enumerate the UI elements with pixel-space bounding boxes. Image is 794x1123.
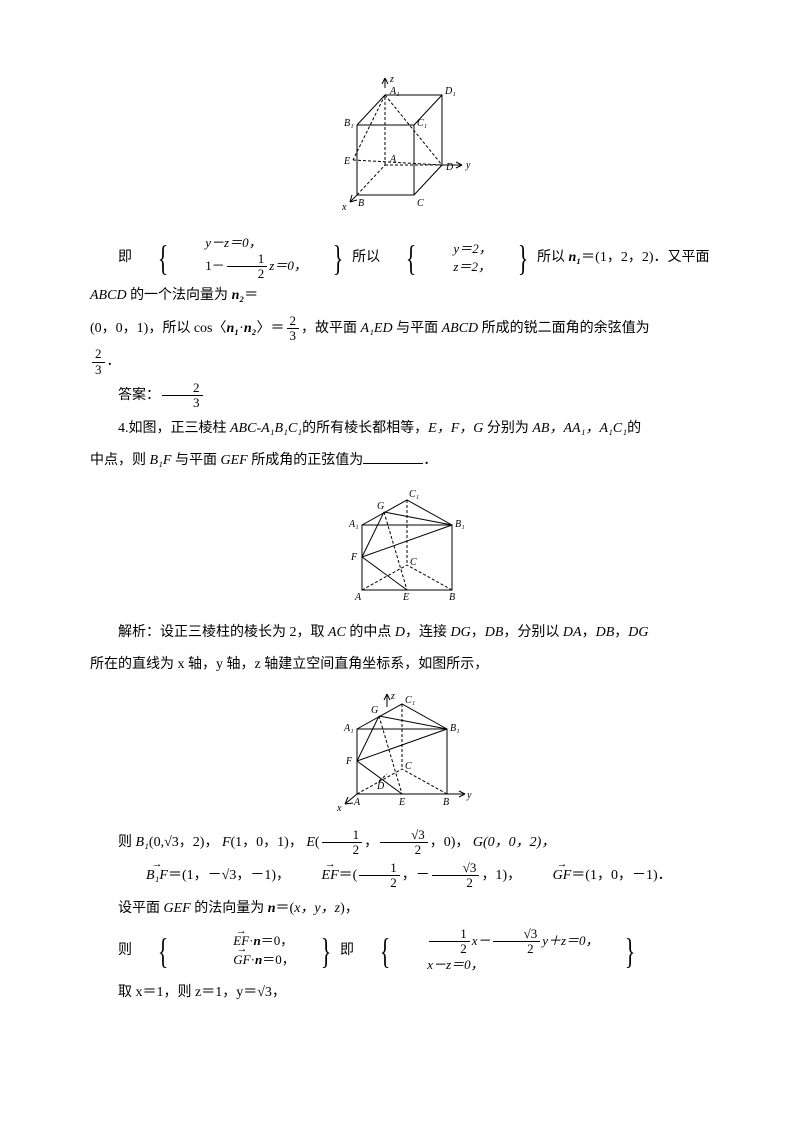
figure-prism-1: C₁ G A₁ B₁ F C A E B — [90, 485, 714, 609]
svg-text:D: D — [376, 781, 385, 792]
question-4b: 中点，则 B₁F 与平面 GEF 所成角的正弦值为． — [90, 447, 714, 475]
svg-text:A: A — [354, 592, 362, 603]
svg-text:E: E — [343, 156, 350, 167]
svg-text:C: C — [405, 761, 412, 772]
svg-text:A: A — [353, 797, 361, 808]
svg-text:D: D — [445, 162, 454, 173]
svg-text:z: z — [390, 691, 395, 702]
svg-text:x: x — [336, 803, 342, 814]
figure-prism-2: z C₁ G A₁ B₁ F C D xA E B y — [90, 689, 714, 818]
svg-text:C₁: C₁ — [405, 695, 415, 706]
normal-line: 设平面 GEF 的法向量为 n＝(x，y，z)， — [90, 895, 714, 923]
svg-text:z: z — [389, 74, 394, 85]
equation-line-2: (0，0，1)，所以 cos〈n₁·n₂〉＝23，故平面 A₁ED 与平面 AB… — [90, 314, 714, 344]
svg-text:E: E — [402, 592, 409, 603]
svg-text:F: F — [350, 552, 358, 563]
svg-text:A₁: A₁ — [348, 519, 359, 530]
coords-line: 则 B₁(0,√3，2)， F(1，0，1)， E(12，√32，0)， G(0… — [90, 828, 714, 858]
svg-text:C: C — [417, 198, 424, 209]
svg-text:E: E — [398, 797, 405, 808]
svg-text:A₁: A₁ — [389, 86, 400, 97]
svg-text:B₁: B₁ — [455, 519, 465, 530]
answer-line: 答案：23 — [90, 381, 714, 411]
svg-text:A₁: A₁ — [343, 723, 354, 734]
svg-text:y: y — [465, 160, 471, 171]
svg-text:D₁: D₁ — [444, 86, 456, 97]
svg-text:G: G — [371, 705, 378, 716]
svg-text:y: y — [466, 790, 472, 801]
take-line: 取 x＝1，则 z＝1，y＝√3， — [90, 979, 714, 1007]
svg-text:A: A — [389, 154, 397, 165]
solution-2: 所在的直线为 x 轴，y 轴，z 轴建立空间直角坐标系，如图所示， — [90, 651, 714, 679]
svg-text:C₁: C₁ — [417, 118, 427, 129]
system-line: 则{ EF·n＝0， GF·n＝0， }即{ 12x－√32y＋z＝0， x－z… — [90, 927, 714, 975]
svg-text:B₁: B₁ — [344, 118, 354, 129]
svg-text:F: F — [345, 756, 353, 767]
vectors-line: B₁F＝(1，－√3，－1)， EF＝(12，－√32，1)， GF＝(1，0，… — [90, 861, 714, 891]
svg-text:C₁: C₁ — [409, 489, 419, 500]
svg-text:B: B — [449, 592, 455, 603]
svg-text:C: C — [410, 557, 417, 568]
svg-text:B: B — [358, 198, 364, 209]
solution-1: 解析：设正三棱柱的棱长为 2，取 AC 的中点 D，连接 DG，DB，分别以 D… — [90, 619, 714, 647]
svg-text:x: x — [341, 202, 347, 213]
svg-text:G: G — [377, 501, 384, 512]
figure-cube: z A₁ D₁ B₁ C₁ A E Dy B C x — [90, 70, 714, 224]
svg-text:B: B — [443, 797, 449, 808]
svg-text:B₁: B₁ — [450, 723, 460, 734]
frac-tail: 23． — [90, 347, 714, 377]
question-4: 4.如图，正三棱柱 ABC-A₁B₁C₁的所有棱长都相等，E，F，G 分别为 A… — [90, 415, 714, 443]
equation-line-1: 即{ y－z＝0， 1－12z＝0， }所以{ y＝2， z＝2， }所以 n₁… — [90, 234, 714, 310]
